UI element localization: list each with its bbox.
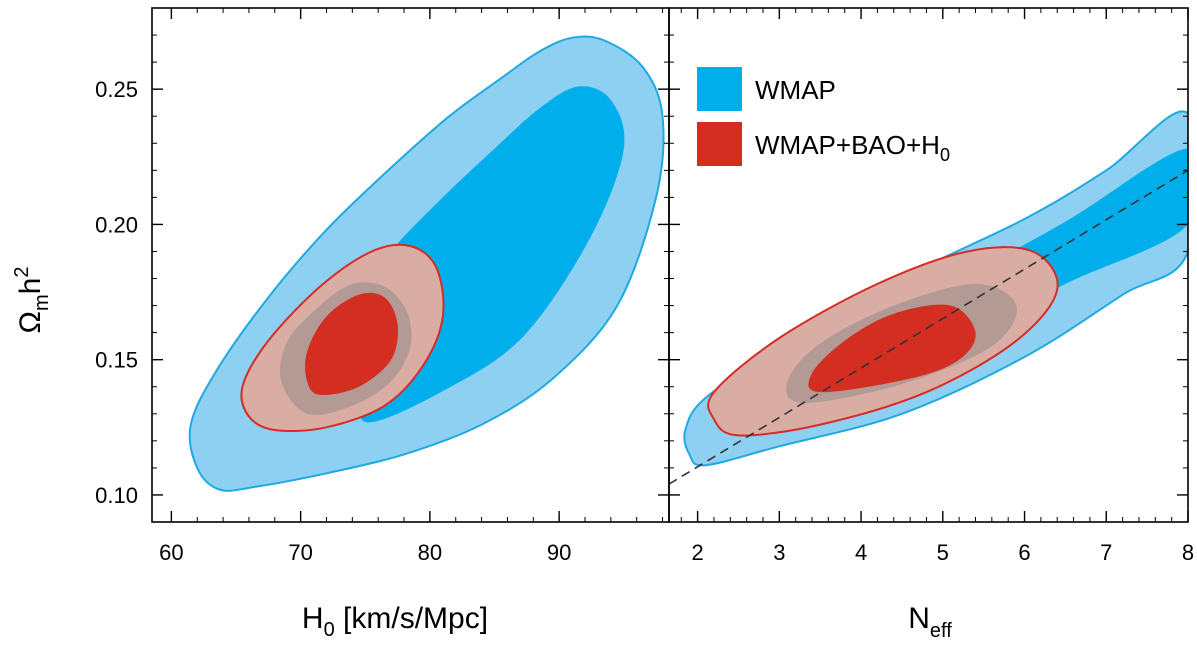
- dashed-reference-line: [669, 169, 1188, 485]
- x-axis-label-right: Neff: [908, 602, 952, 642]
- right-x-tick-label: 2: [691, 540, 703, 565]
- right-plot-area: [669, 110, 1188, 485]
- left-x-tick-label: 70: [288, 540, 312, 565]
- right-x-tick-label: 7: [1100, 540, 1112, 565]
- y-tick-label: 0.20: [95, 212, 138, 237]
- y-tick-label: 0.25: [95, 77, 138, 102]
- y-tick-label: 0.15: [95, 348, 138, 373]
- x-axis-label-left: H0 [km/s/Mpc]: [302, 602, 488, 641]
- left-panel: 60 70 80 90 0.10 0.15 0.20 0.25: [95, 7, 670, 565]
- right-x-tick-label: 4: [855, 540, 867, 565]
- axes-labels: H0 [km/s/Mpc] Neff Ωmh2: [11, 267, 952, 642]
- right-panel: 2 3 4 5 6 7 8: [668, 7, 1194, 565]
- legend-swatch-wmap: [697, 67, 742, 111]
- left-x-tick-label: 80: [418, 540, 442, 565]
- left-plot-area: [188, 35, 665, 492]
- right-x-tick-label: 3: [773, 540, 785, 565]
- legend-swatch-wmap-bao-h0: [697, 122, 742, 166]
- right-x-tick-label: 5: [937, 540, 949, 565]
- right-x-tick-label: 6: [1018, 540, 1030, 565]
- left-contour-wmap-bao-h0-68: [305, 292, 398, 396]
- left-x-tick-label: 60: [159, 540, 183, 565]
- right-x-tick-label: 8: [1182, 540, 1194, 565]
- legend-label-wmap-bao-h0: WMAP+BAO+H0: [755, 130, 950, 165]
- y-tick-label: 0.10: [95, 483, 138, 508]
- y-axis-label: Ωmh2: [11, 267, 53, 334]
- right-frame: [668, 7, 1189, 523]
- left-x-tick-label: 90: [547, 540, 571, 565]
- legend: WMAP WMAP+BAO+H0: [697, 67, 950, 166]
- legend-label-wmap: WMAP: [755, 75, 836, 105]
